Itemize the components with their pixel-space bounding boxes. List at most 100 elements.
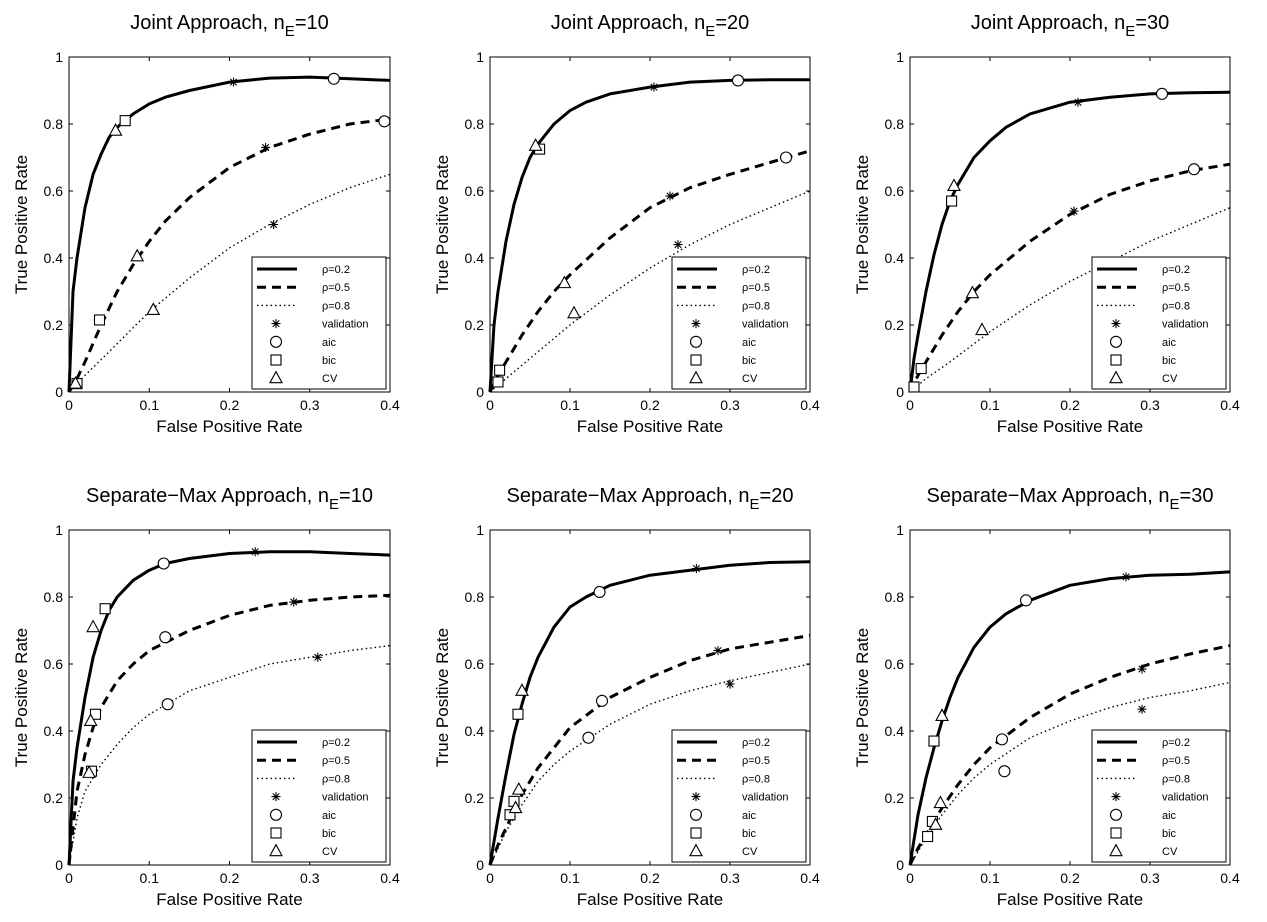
legend-label: validation <box>322 319 368 331</box>
x-tick-label: 0.3 <box>300 870 320 886</box>
legend-marker-cv <box>1109 370 1123 384</box>
legend-marker-validation <box>1111 792 1121 802</box>
marker-validation <box>261 142 271 152</box>
x-tick-label: 0.3 <box>720 870 740 886</box>
legend-label: bic <box>1162 828 1177 840</box>
marker-cv <box>975 322 989 336</box>
y-tick-label: 1 <box>55 522 63 538</box>
x-tick-label: 0 <box>906 397 914 413</box>
marker-aic <box>1155 87 1169 100</box>
x-tick-label: 0.2 <box>640 397 660 413</box>
legend-marker-validation <box>1111 319 1121 329</box>
marker-bic <box>93 314 106 326</box>
y-tick-label: 0.6 <box>44 656 64 672</box>
chart-title-subscript: E <box>329 496 339 513</box>
legend-box <box>1091 729 1227 863</box>
y-tick-label: 0 <box>476 384 484 400</box>
y-tick-label: 1 <box>896 49 904 65</box>
chart-title-suffix: =30 <box>1135 12 1169 34</box>
marker-validation <box>1137 664 1147 674</box>
y-tick-label: 0.4 <box>44 250 64 266</box>
y-tick-label: 0.6 <box>44 183 64 199</box>
chart-title-main: Separate−Max Approach, n <box>507 485 750 507</box>
marker-aic <box>161 698 174 711</box>
y-axis-label: True Positive Rate <box>433 628 452 767</box>
legend-marker-cv <box>689 843 703 857</box>
series-line <box>908 90 1231 393</box>
legend-box <box>251 729 387 863</box>
y-tick-label: 0.2 <box>44 317 64 333</box>
legend-marker-cv <box>1109 843 1123 857</box>
x-tick-label: 0.4 <box>380 397 400 413</box>
x-tick-label: 0.4 <box>800 397 820 413</box>
y-tick-label: 0.4 <box>465 250 485 266</box>
x-tick-label: 0.2 <box>220 397 240 413</box>
y-tick-label: 0.2 <box>465 317 485 333</box>
y-axis-label: True Positive Rate <box>12 155 31 294</box>
chart-panel: Joint Approach, nE=30 0 0.1 0.2 0.3 0.4 0 0.2 0.… <box>853 12 1240 436</box>
marker-validation <box>649 82 659 92</box>
legend-label: bic <box>322 828 337 840</box>
legend-label: validation <box>322 792 368 804</box>
legend-label: ρ=0.2 <box>742 264 770 276</box>
marker-validation <box>673 240 683 250</box>
y-tick-label: 0.6 <box>465 183 485 199</box>
series-line <box>489 190 811 393</box>
y-tick-label: 0.2 <box>885 317 905 333</box>
legend-marker-bic <box>270 354 282 366</box>
y-tick-label: 1 <box>55 49 63 65</box>
marker-validation <box>725 679 735 689</box>
chart-title-main: Separate−Max Approach, n <box>927 485 1170 507</box>
y-tick-label: 1 <box>896 522 904 538</box>
legend-label: aic <box>742 810 757 822</box>
chart-title-subscript: E <box>285 23 295 40</box>
series-line <box>488 149 811 393</box>
series-line <box>488 560 811 866</box>
x-tick-label: 0.4 <box>800 870 820 886</box>
marker-bic <box>922 830 934 843</box>
legend-marker-aic <box>1109 808 1123 821</box>
chart-title: Joint Approach, nE=20 <box>551 12 750 40</box>
series-line <box>68 644 391 866</box>
x-axis-label: False Positive Rate <box>997 417 1143 436</box>
series-line <box>68 173 391 393</box>
legend-label: CV <box>322 846 338 858</box>
legend-label: ρ=0.8 <box>1162 773 1190 785</box>
marker-cv <box>515 683 529 696</box>
legend-label: validation <box>742 792 788 804</box>
x-axis-label: False Positive Rate <box>997 890 1143 909</box>
legend-marker-aic <box>269 808 283 821</box>
marker-aic <box>378 115 391 128</box>
series-line <box>67 593 391 866</box>
chart-title: Joint Approach, nE=10 <box>130 12 329 40</box>
marker-validation <box>665 191 675 201</box>
x-axis-label: False Positive Rate <box>156 890 302 909</box>
x-tick-label: 0.3 <box>1140 870 1160 886</box>
chart-title-subscript: E <box>1125 23 1135 40</box>
legend-label: ρ=0.2 <box>742 737 770 749</box>
legend-marker-validation <box>271 792 281 802</box>
chart-panel: Separate−Max Approach, nE=30 0 0.1 0.2 0.3 0.… <box>853 485 1240 909</box>
marker-cv <box>86 619 101 633</box>
x-tick-label: 0.1 <box>980 870 1000 886</box>
legend-marker-bic <box>690 354 702 366</box>
marker-bic <box>908 381 920 393</box>
y-tick-label: 0.2 <box>465 790 485 806</box>
marker-cv <box>928 817 943 830</box>
series-line <box>908 162 1231 393</box>
legend-label: ρ=0.8 <box>742 773 770 785</box>
x-tick-label: 0.2 <box>640 870 660 886</box>
chart-title-subscript: E <box>750 496 760 513</box>
legend-marker-aic <box>689 808 703 821</box>
legend-label: CV <box>322 373 338 385</box>
y-tick-label: 0.8 <box>885 589 905 605</box>
legend-label: aic <box>322 337 337 349</box>
marker-cv <box>68 375 83 389</box>
legend-label: aic <box>742 337 757 349</box>
x-tick-label: 0.1 <box>980 397 1000 413</box>
legend-label: CV <box>742 373 758 385</box>
legend-label: ρ=0.5 <box>742 282 770 294</box>
x-tick-label: 0.4 <box>380 870 400 886</box>
legend-box <box>671 729 807 863</box>
marker-aic <box>327 72 340 85</box>
